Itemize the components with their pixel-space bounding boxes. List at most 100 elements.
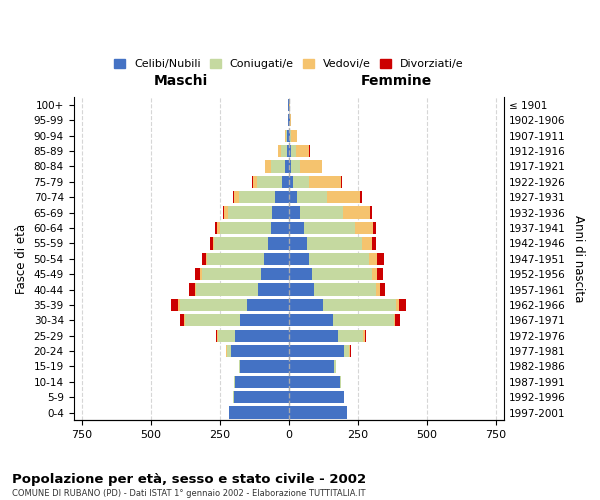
Bar <box>233 391 289 404</box>
Bar <box>289 360 334 372</box>
Bar <box>223 206 224 218</box>
Bar <box>282 176 289 188</box>
Bar <box>341 176 342 188</box>
Bar <box>231 345 289 357</box>
Bar <box>340 376 341 388</box>
Bar <box>363 330 365 342</box>
Bar <box>289 191 297 203</box>
Bar <box>361 191 362 203</box>
Bar <box>373 222 376 234</box>
Bar <box>275 191 289 203</box>
Bar <box>380 284 385 296</box>
Bar <box>264 252 289 265</box>
Bar <box>185 314 241 326</box>
Text: Popolazione per età, sesso e stato civile - 2002: Popolazione per età, sesso e stato civil… <box>12 472 366 486</box>
Bar <box>300 160 322 172</box>
Bar <box>213 237 214 250</box>
Bar <box>371 268 377 280</box>
Bar <box>261 268 289 280</box>
Bar <box>196 284 259 296</box>
Bar <box>287 130 289 142</box>
Bar <box>289 222 304 234</box>
Bar <box>394 314 395 326</box>
Bar <box>289 252 310 265</box>
Bar <box>292 145 296 157</box>
Bar <box>284 160 289 172</box>
Bar <box>180 298 247 311</box>
Bar <box>323 298 397 311</box>
Bar <box>289 145 292 157</box>
Bar <box>310 252 369 265</box>
Bar <box>172 298 178 311</box>
Bar <box>214 237 268 250</box>
Bar <box>289 345 344 357</box>
Bar <box>289 330 338 342</box>
Bar <box>202 268 261 280</box>
Y-axis label: Fasce di età: Fasce di età <box>15 224 28 294</box>
Bar <box>365 330 366 342</box>
Bar <box>289 206 300 218</box>
Bar <box>287 145 289 157</box>
Bar <box>289 176 293 188</box>
Bar <box>290 130 292 142</box>
Bar <box>202 252 206 265</box>
Bar <box>338 330 363 342</box>
Bar <box>286 130 287 142</box>
Bar <box>376 284 380 296</box>
Bar <box>300 206 343 218</box>
Bar <box>310 176 341 188</box>
Bar <box>217 222 220 234</box>
Bar <box>224 206 228 218</box>
Bar <box>200 268 202 280</box>
Bar <box>290 114 292 126</box>
Bar <box>227 345 231 357</box>
Bar <box>293 176 310 188</box>
Bar <box>217 330 218 342</box>
Bar <box>292 130 297 142</box>
Bar <box>210 237 213 250</box>
Bar <box>278 145 281 157</box>
Bar <box>304 222 355 234</box>
Bar <box>334 360 335 372</box>
Bar <box>296 145 310 157</box>
Bar <box>265 160 271 172</box>
Bar <box>289 391 344 404</box>
Bar <box>289 298 323 311</box>
Bar <box>397 298 399 311</box>
Bar <box>218 330 235 342</box>
Bar <box>369 252 377 265</box>
Text: COMUNE DI RUBANO (PD) - Dati ISTAT 1° gennaio 2002 - Elaborazione TUTTITALIA.IT: COMUNE DI RUBANO (PD) - Dati ISTAT 1° ge… <box>12 489 365 498</box>
Bar <box>307 237 362 250</box>
Bar <box>239 191 275 203</box>
Bar <box>208 252 264 265</box>
Bar <box>292 160 300 172</box>
Bar <box>399 298 406 311</box>
Bar <box>235 376 289 388</box>
Legend: Celibi/Nubili, Coniugati/e, Vedovi/e, Divorziati/e: Celibi/Nubili, Coniugati/e, Vedovi/e, Di… <box>110 54 467 74</box>
Bar <box>370 206 373 218</box>
Bar <box>271 222 289 234</box>
Bar <box>289 284 314 296</box>
Bar <box>377 252 384 265</box>
Bar <box>289 114 290 126</box>
Bar <box>241 360 289 372</box>
Bar <box>184 314 185 326</box>
Bar <box>181 314 184 326</box>
Bar <box>314 284 376 296</box>
Bar <box>229 406 289 418</box>
Bar <box>289 314 333 326</box>
Bar <box>395 314 400 326</box>
Bar <box>371 237 376 250</box>
Bar <box>289 376 340 388</box>
Bar <box>195 268 200 280</box>
Bar <box>268 237 289 250</box>
Bar <box>190 284 195 296</box>
Bar <box>233 191 239 203</box>
Bar <box>253 176 257 188</box>
Y-axis label: Anni di nascita: Anni di nascita <box>572 215 585 302</box>
Text: Maschi: Maschi <box>154 74 208 88</box>
Bar <box>178 298 180 311</box>
Bar <box>215 330 217 342</box>
Bar <box>281 145 287 157</box>
Bar <box>195 284 196 296</box>
